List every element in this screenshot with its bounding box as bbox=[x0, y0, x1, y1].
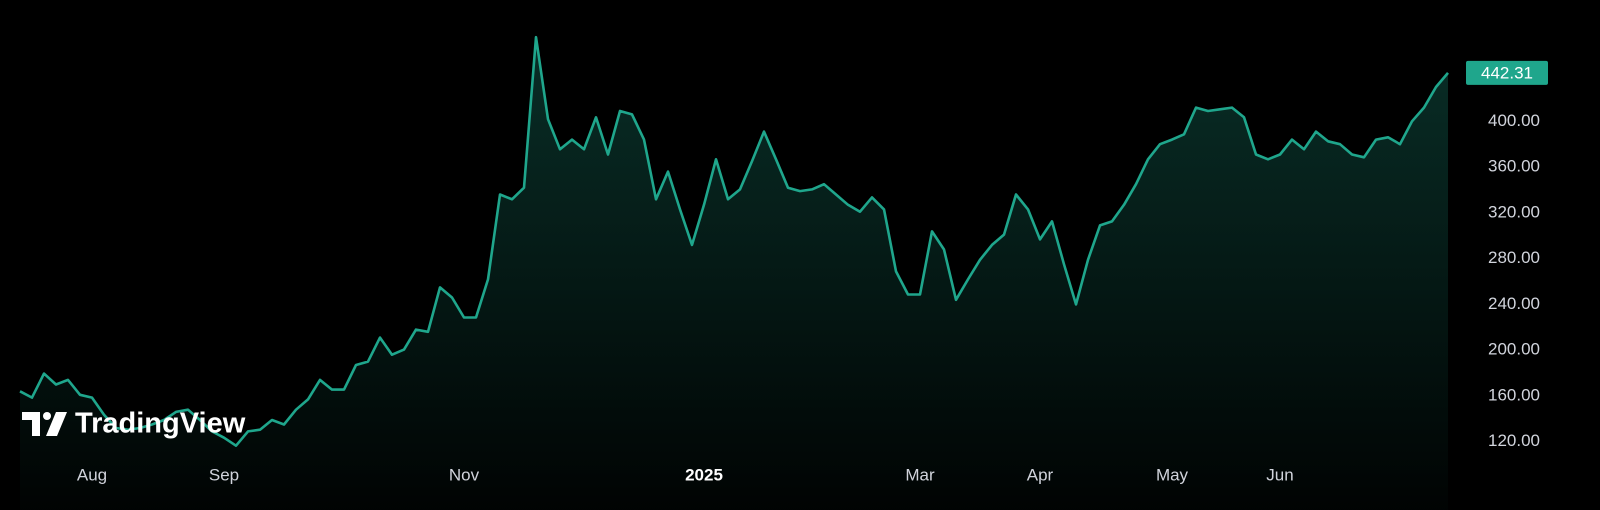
y-tick-label: 280.00 bbox=[1488, 248, 1540, 267]
y-tick-label: 360.00 bbox=[1488, 157, 1540, 176]
logo-icon bbox=[46, 412, 67, 436]
y-tick-label: 120.00 bbox=[1488, 431, 1540, 450]
x-tick-label: Apr bbox=[1027, 465, 1054, 484]
x-tick-label: Jun bbox=[1266, 465, 1293, 484]
watermark-logo: TradingView bbox=[22, 408, 246, 440]
logo-icon bbox=[43, 412, 51, 420]
x-tick-label: Mar bbox=[905, 465, 935, 484]
x-tick-label: May bbox=[1156, 465, 1189, 484]
y-tick-label: 320.00 bbox=[1488, 202, 1540, 221]
watermark: TradingView bbox=[75, 408, 246, 440]
y-tick-label: 240.00 bbox=[1488, 294, 1540, 313]
y-tick-label: 160.00 bbox=[1488, 385, 1540, 404]
area-fill bbox=[20, 37, 1448, 510]
x-tick-label: Nov bbox=[449, 465, 480, 484]
y-tick-label: 200.00 bbox=[1488, 340, 1540, 359]
last-price-label: 442.31 bbox=[1481, 63, 1533, 82]
x-tick-label: Aug bbox=[77, 465, 107, 484]
x-tick-label: Sep bbox=[209, 465, 239, 484]
last-price-badge bbox=[1466, 60, 1548, 85]
logo-icon bbox=[22, 412, 40, 436]
y-tick-label: 400.00 bbox=[1488, 111, 1540, 130]
price-line bbox=[19, 35, 1449, 447]
x-tick-label: 2025 bbox=[685, 465, 723, 484]
plot-area bbox=[19, 35, 1449, 510]
